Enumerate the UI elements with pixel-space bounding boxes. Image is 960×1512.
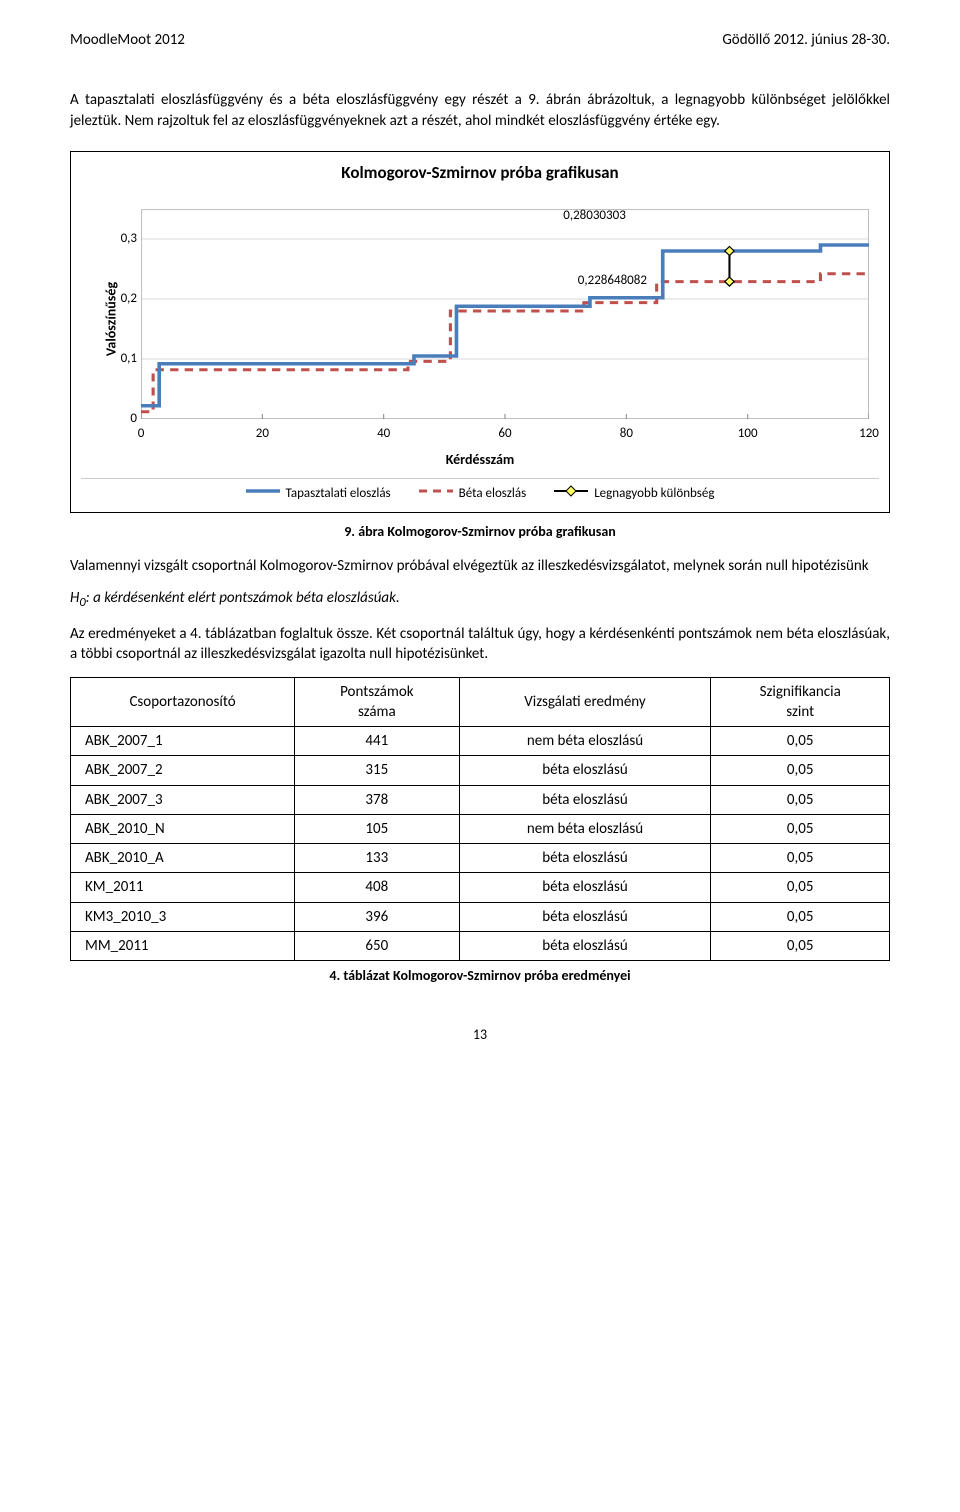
xtick-label: 60 bbox=[498, 425, 511, 443]
ytick-label: 0,1 bbox=[109, 350, 137, 368]
table-cell: 378 bbox=[295, 785, 459, 814]
table-row: KM_2011408béta eloszlású0,05 bbox=[71, 873, 890, 902]
legend-diff: Legnagyobb különbség bbox=[554, 485, 714, 503]
chart-title: Kolmogorov-Szmirnov próba grafikusan bbox=[81, 162, 879, 185]
table-row: MM_2011650béta eloszlású0,05 bbox=[71, 931, 890, 960]
hypothesis: H0: a kérdésenként elért pontszámok béta… bbox=[70, 588, 890, 612]
table-caption: 4. táblázat Kolmogorov-Szmirnov próba er… bbox=[70, 967, 890, 986]
header-right: Gödöllő 2012. június 28-30. bbox=[722, 30, 890, 50]
table-row: ABK_2010_A133béta eloszlású0,05 bbox=[71, 844, 890, 873]
table-cell: 441 bbox=[295, 727, 459, 756]
table-cell: béta eloszlású bbox=[459, 931, 711, 960]
table-cell: 408 bbox=[295, 873, 459, 902]
th-result: Vizsgálati eredmény bbox=[459, 677, 711, 727]
legend-empirical-swatch bbox=[246, 485, 280, 503]
th-points-l2: száma bbox=[303, 702, 450, 722]
table-row: ABK_2007_1441nem béta eloszlású0,05 bbox=[71, 727, 890, 756]
chart-svg-wrapper: 0,28030303 0,228648082 bbox=[141, 209, 869, 419]
xtick-label: 100 bbox=[738, 425, 758, 443]
table-cell: béta eloszlású bbox=[459, 873, 711, 902]
legend-diff-swatch bbox=[554, 485, 588, 503]
results-table: Csoportazonosító Pontszámok száma Vizsgá… bbox=[70, 677, 890, 962]
table-cell: nem béta eloszlású bbox=[459, 727, 711, 756]
table-cell: 396 bbox=[295, 902, 459, 931]
table-row: ABK_2007_2315béta eloszlású0,05 bbox=[71, 756, 890, 785]
table-cell: 0,05 bbox=[711, 727, 890, 756]
table-cell: 0,05 bbox=[711, 844, 890, 873]
table-cell: béta eloszlású bbox=[459, 785, 711, 814]
table-cell: MM_2011 bbox=[71, 931, 295, 960]
paragraph-3: Az eredményeket a 4. táblázatban foglalt… bbox=[70, 624, 890, 665]
hypo-text: : a kérdésenként elért pontszámok béta e… bbox=[86, 589, 400, 607]
table-cell: ABK_2007_2 bbox=[71, 756, 295, 785]
table-cell: béta eloszlású bbox=[459, 902, 711, 931]
paragraph-2: Valamennyi vizsgált csoportnál Kolmogoro… bbox=[70, 556, 890, 576]
table-cell: 0,05 bbox=[711, 756, 890, 785]
table-cell: 315 bbox=[295, 756, 459, 785]
table-cell: ABK_2010_A bbox=[71, 844, 295, 873]
table-cell: 650 bbox=[295, 931, 459, 960]
table-cell: nem béta eloszlású bbox=[459, 814, 711, 843]
table-cell: 133 bbox=[295, 844, 459, 873]
legend-beta: Béta eloszlás bbox=[419, 485, 527, 503]
table-cell: 0,05 bbox=[711, 931, 890, 960]
legend-empirical-label: Tapasztalati eloszlás bbox=[286, 485, 391, 503]
table-cell: béta eloszlású bbox=[459, 844, 711, 873]
table-cell: 0,05 bbox=[711, 902, 890, 931]
ytick-label: 0,3 bbox=[109, 230, 137, 248]
chart-container: Kolmogorov-Szmirnov próba grafikusan Val… bbox=[70, 151, 890, 513]
chart-svg bbox=[141, 209, 869, 419]
table-cell: KM3_2010_3 bbox=[71, 902, 295, 931]
table-row: KM3_2010_3396béta eloszlású0,05 bbox=[71, 902, 890, 931]
table-cell: 0,05 bbox=[711, 814, 890, 843]
table-cell: 0,05 bbox=[711, 873, 890, 902]
ytick-label: 0,2 bbox=[109, 290, 137, 308]
chart-annot-top: 0,28030303 bbox=[563, 207, 626, 225]
xtick-label: 40 bbox=[377, 425, 390, 443]
xtick-label: 80 bbox=[620, 425, 633, 443]
th-sig: Szignifikancia szint bbox=[711, 677, 890, 727]
th-group: Csoportazonosító bbox=[71, 677, 295, 727]
chart-yticks: 00,10,20,3 bbox=[109, 209, 137, 419]
page-number: 13 bbox=[70, 1026, 890, 1045]
table-body: ABK_2007_1441nem béta eloszlású0,05ABK_2… bbox=[71, 727, 890, 961]
th-sig-l2: szint bbox=[719, 702, 881, 722]
chart-xticks: 020406080100120 bbox=[141, 425, 869, 441]
paragraph-1: A tapasztalati eloszlásfüggvény és a bét… bbox=[70, 90, 890, 131]
th-points-l1: Pontszámok bbox=[303, 682, 450, 702]
legend-beta-swatch bbox=[419, 485, 453, 503]
legend-empirical: Tapasztalati eloszlás bbox=[246, 485, 391, 503]
chart-plot-area: Valószínűség 00,10,20,3 0,28030303 0,228… bbox=[81, 189, 879, 449]
th-result-text: Vizsgálati eredmény bbox=[468, 692, 703, 712]
th-points: Pontszámok száma bbox=[295, 677, 459, 727]
table-cell: ABK_2010_N bbox=[71, 814, 295, 843]
xtick-label: 120 bbox=[859, 425, 879, 443]
hypo-label: H bbox=[70, 589, 79, 607]
page-header: MoodleMoot 2012 Gödöllő 2012. június 28-… bbox=[70, 30, 890, 50]
header-left: MoodleMoot 2012 bbox=[70, 30, 185, 50]
table-cell: KM_2011 bbox=[71, 873, 295, 902]
table-cell: ABK_2007_3 bbox=[71, 785, 295, 814]
ytick-label: 0 bbox=[109, 410, 137, 428]
table-cell: ABK_2007_1 bbox=[71, 727, 295, 756]
legend-beta-label: Béta eloszlás bbox=[459, 485, 527, 503]
chart-annot-bottom: 0,228648082 bbox=[578, 272, 647, 290]
table-cell: 0,05 bbox=[711, 785, 890, 814]
legend-diff-label: Legnagyobb különbség bbox=[594, 485, 714, 503]
table-row: ABK_2010_N105nem béta eloszlású0,05 bbox=[71, 814, 890, 843]
table-head: Csoportazonosító Pontszámok száma Vizsgá… bbox=[71, 677, 890, 727]
table-cell: béta eloszlású bbox=[459, 756, 711, 785]
th-group-text: Csoportazonosító bbox=[79, 692, 286, 712]
th-sig-l1: Szignifikancia bbox=[719, 682, 881, 702]
chart-xlabel: Kérdésszám bbox=[81, 451, 879, 470]
chart-legend: Tapasztalati eloszlás Béta eloszlás Legn… bbox=[81, 478, 879, 503]
figure-caption: 9. ábra Kolmogorov-Szmirnov próba grafik… bbox=[70, 523, 890, 542]
xtick-label: 20 bbox=[256, 425, 269, 443]
table-row: ABK_2007_3378béta eloszlású0,05 bbox=[71, 785, 890, 814]
table-cell: 105 bbox=[295, 814, 459, 843]
xtick-label: 0 bbox=[138, 425, 145, 443]
